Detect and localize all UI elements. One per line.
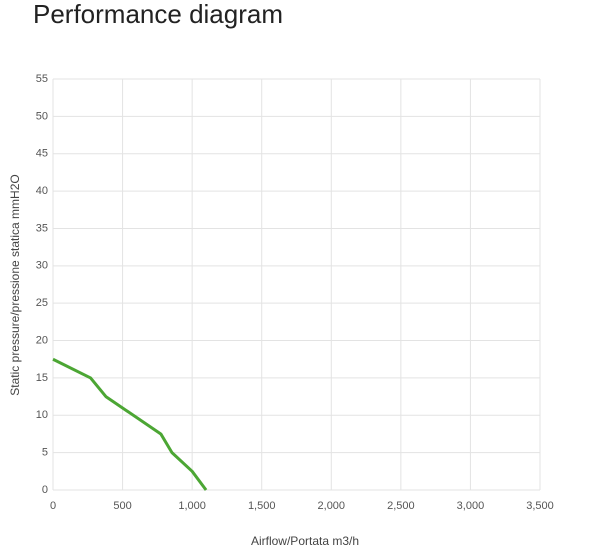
- y-tick-label: 30: [36, 260, 48, 272]
- y-tick-label: 45: [36, 148, 48, 160]
- x-tick-label: 1,500: [248, 500, 276, 512]
- y-tick-label: 5: [42, 447, 48, 459]
- y-tick-label: 40: [36, 185, 48, 197]
- x-tick-label: 2,500: [387, 500, 415, 512]
- x-tick-label: 3,500: [526, 500, 554, 512]
- chart-title: Performance diagram: [33, 0, 283, 29]
- y-tick-label: 50: [36, 110, 48, 122]
- y-tick-label: 55: [36, 73, 48, 85]
- x-tick-label: 0: [50, 500, 56, 512]
- y-axis-label: Static pressure/pressione statica mmH2O: [8, 174, 22, 395]
- y-tick-label: 35: [36, 222, 48, 234]
- y-tick-label: 10: [36, 409, 48, 421]
- y-tick-label: 20: [36, 334, 48, 346]
- y-tick-label: 0: [42, 484, 48, 496]
- y-tick-label: 15: [36, 372, 48, 384]
- x-tick-label: 1,000: [178, 500, 206, 512]
- x-tick-label: 500: [113, 500, 131, 512]
- x-axis-label: Airflow/Portata m3/h: [251, 534, 359, 548]
- x-tick-label: 3,000: [457, 500, 485, 512]
- x-tick-label: 2,000: [318, 500, 346, 512]
- data-line: [52, 357, 208, 491]
- y-tick-label: 25: [36, 297, 48, 309]
